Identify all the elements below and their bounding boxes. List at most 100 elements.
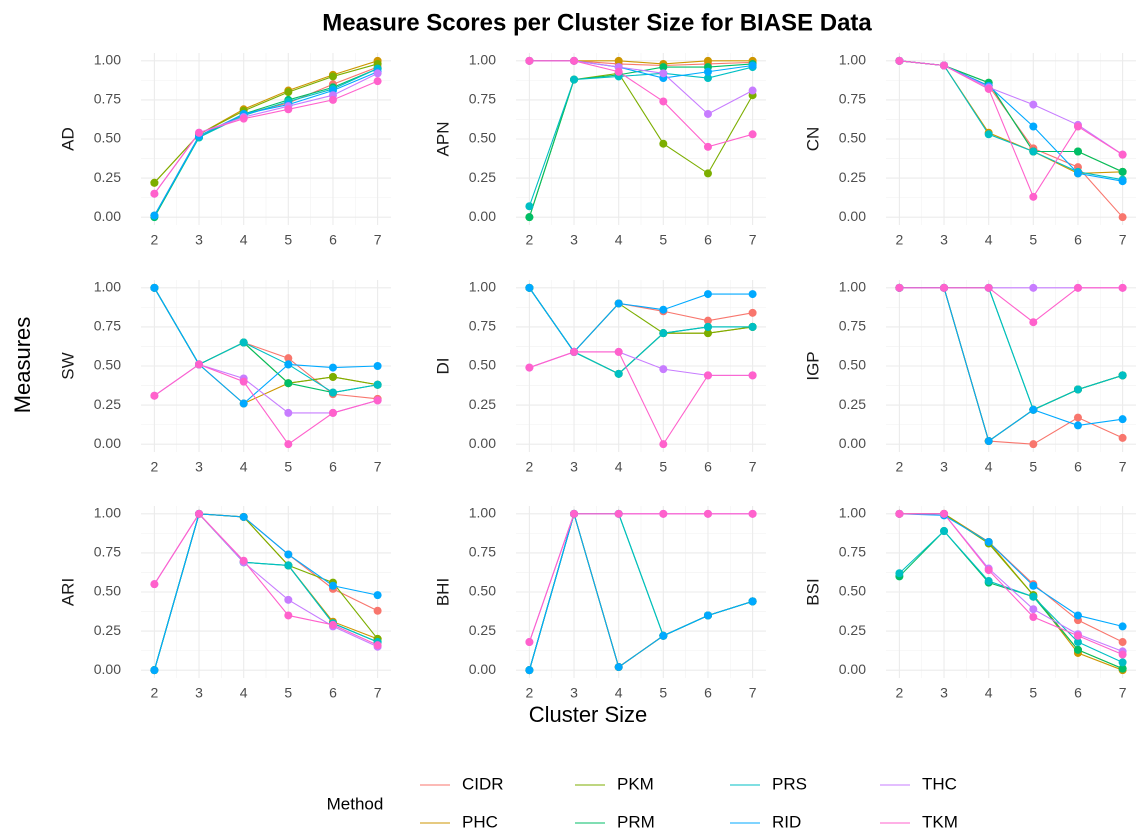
series-line: [899, 513, 1123, 656]
y-tick-label: 0.25: [469, 169, 496, 185]
data-point: [703, 109, 712, 118]
y-tick-label: 0.75: [94, 91, 121, 107]
x-tick-label: 4: [615, 232, 623, 248]
data-point: [150, 189, 159, 198]
series-line: [153, 287, 378, 405]
x-tick-label: 7: [374, 459, 382, 475]
data-point: [525, 363, 534, 372]
y-tick-label: 0.00: [839, 661, 866, 677]
y-tick-label: 0.00: [469, 435, 496, 451]
series-line: [153, 71, 378, 216]
facet-label: DI: [433, 358, 452, 375]
data-point: [703, 322, 712, 331]
data-point: [525, 666, 534, 675]
facet-label: BHI: [433, 578, 452, 606]
data-point: [659, 63, 668, 72]
data-point: [150, 391, 159, 400]
data-point: [570, 509, 579, 518]
data-point: [703, 329, 712, 338]
data-point: [703, 290, 712, 299]
data-point: [284, 440, 293, 449]
data-point: [614, 67, 623, 76]
x-tick-label: 4: [985, 232, 993, 248]
legend-label: PRS: [772, 774, 807, 793]
y-tick-label: 0.00: [94, 661, 121, 677]
data-point: [328, 620, 337, 629]
data-point: [614, 56, 623, 65]
data-point: [984, 566, 993, 575]
data-point: [525, 56, 534, 65]
data-point: [525, 283, 534, 292]
y-tick-label: 0.00: [94, 435, 121, 451]
x-tick-label: 6: [704, 232, 712, 248]
x-tick-label: 6: [1074, 459, 1082, 475]
x-tick-label: 2: [525, 232, 533, 248]
data-point: [1029, 592, 1038, 601]
data-point: [1073, 283, 1082, 292]
data-point: [1118, 371, 1127, 380]
facet-label: AD: [58, 127, 77, 151]
data-point: [1118, 167, 1127, 176]
data-point: [940, 527, 949, 536]
y-tick-label: 0.25: [839, 622, 866, 638]
y-tick-label: 1.00: [839, 505, 866, 521]
x-tick-label: 3: [940, 232, 948, 248]
data-point: [1029, 192, 1038, 201]
data-point: [373, 69, 382, 78]
y-tick-label: 0.50: [94, 583, 121, 599]
y-tick-label: 0.75: [839, 544, 866, 560]
data-point: [748, 322, 757, 331]
data-point: [614, 509, 623, 518]
data-point: [940, 509, 949, 518]
y-tick-label: 0.00: [469, 661, 496, 677]
data-point: [284, 105, 293, 114]
data-point: [703, 142, 712, 151]
y-tick-label: 0.25: [94, 396, 121, 412]
x-tick-label: 6: [329, 685, 337, 701]
series-line: [899, 60, 1123, 199]
data-point: [373, 77, 382, 86]
facet-label: APN: [433, 122, 452, 157]
data-point: [239, 556, 248, 565]
x-tick-label: 3: [940, 459, 948, 475]
data-point: [328, 72, 337, 81]
data-point: [748, 61, 757, 70]
data-point: [659, 139, 668, 148]
series-line: [153, 512, 378, 646]
data-point: [1118, 213, 1127, 222]
data-point: [284, 88, 293, 97]
y-tick-label: 0.50: [469, 583, 496, 599]
data-point: [373, 641, 382, 650]
x-tick-label: 7: [749, 232, 757, 248]
series-line: [528, 287, 753, 353]
x-tick-label: 2: [150, 459, 158, 475]
x-axis-title: Cluster Size: [529, 702, 648, 727]
y-tick-label: 0.25: [469, 622, 496, 638]
data-point: [984, 283, 993, 292]
data-point: [703, 67, 712, 76]
x-tick-label: 6: [329, 232, 337, 248]
data-point: [748, 308, 757, 317]
x-tick-label: 3: [195, 232, 203, 248]
facet-label: ARI: [58, 578, 77, 606]
legend-label: THC: [922, 774, 957, 793]
series-line: [899, 287, 1123, 323]
data-point: [284, 611, 293, 620]
data-point: [1073, 645, 1082, 654]
data-point: [703, 169, 712, 178]
y-tick-label: 0.00: [839, 208, 866, 224]
series-line: [528, 66, 753, 207]
x-tick-label: 3: [195, 685, 203, 701]
data-point: [1118, 658, 1127, 667]
series-line: [529, 351, 753, 446]
data-point: [984, 437, 993, 446]
series-line: [153, 80, 378, 195]
series-line: [154, 363, 378, 445]
data-point: [614, 347, 623, 356]
data-point: [1073, 147, 1082, 156]
x-tick-label: 4: [615, 459, 623, 475]
data-point: [659, 440, 668, 449]
y-tick-label: 0.00: [94, 208, 121, 224]
data-point: [328, 581, 337, 590]
data-point: [1029, 605, 1038, 614]
